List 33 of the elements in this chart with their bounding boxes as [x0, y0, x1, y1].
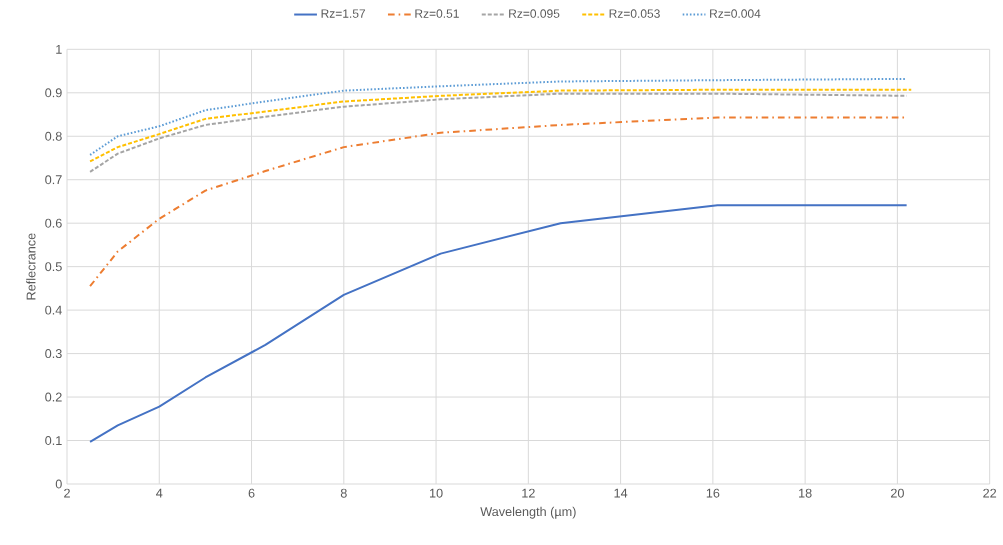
legend-label: Rz=0.095: [509, 9, 560, 18]
y-tick-label: 0: [55, 479, 62, 489]
x-axis-title: Wavelength (µm): [480, 506, 576, 519]
y-tick-label: 0.9: [45, 88, 62, 98]
y-tick-label: 0.7: [45, 175, 62, 185]
legend-label: Rz=0.004: [710, 9, 761, 18]
x-tick-label: 8: [340, 488, 347, 498]
x-tick-label: 20: [890, 488, 904, 498]
x-tick-label: 16: [706, 488, 720, 498]
legend-label: Rz=0.053: [609, 9, 660, 18]
x-tick-label: 2: [64, 488, 70, 498]
y-tick-label: 0.5: [45, 262, 62, 272]
legend-label: Rz=1.57: [321, 9, 366, 18]
y-tick-label: 0.4: [45, 305, 62, 315]
x-tick-label: 12: [522, 488, 535, 498]
y-tick-label: 0.2: [45, 392, 62, 402]
line-series: [89, 88, 913, 163]
y-tick-label: 0.8: [45, 131, 62, 141]
legend-label: Rz=0.51: [415, 9, 459, 18]
y-axis-title: Reflecrance: [26, 233, 36, 300]
line-series: [89, 77, 908, 156]
line-series: [89, 204, 908, 443]
line-series: [89, 92, 908, 173]
x-tick-label: 18: [799, 488, 812, 498]
x-tick-label: 6: [248, 488, 255, 498]
y-tick-label: 0.3: [45, 349, 62, 359]
y-tick-label: 0.1: [45, 436, 62, 445]
y-tick-label: 1: [56, 44, 62, 54]
x-tick-label: 14: [614, 488, 628, 498]
x-tick-label: 4: [156, 488, 163, 498]
y-tick-label: 0.6: [45, 218, 62, 228]
x-tick-label: 22: [983, 488, 997, 498]
x-tick-label: 10: [429, 488, 443, 498]
